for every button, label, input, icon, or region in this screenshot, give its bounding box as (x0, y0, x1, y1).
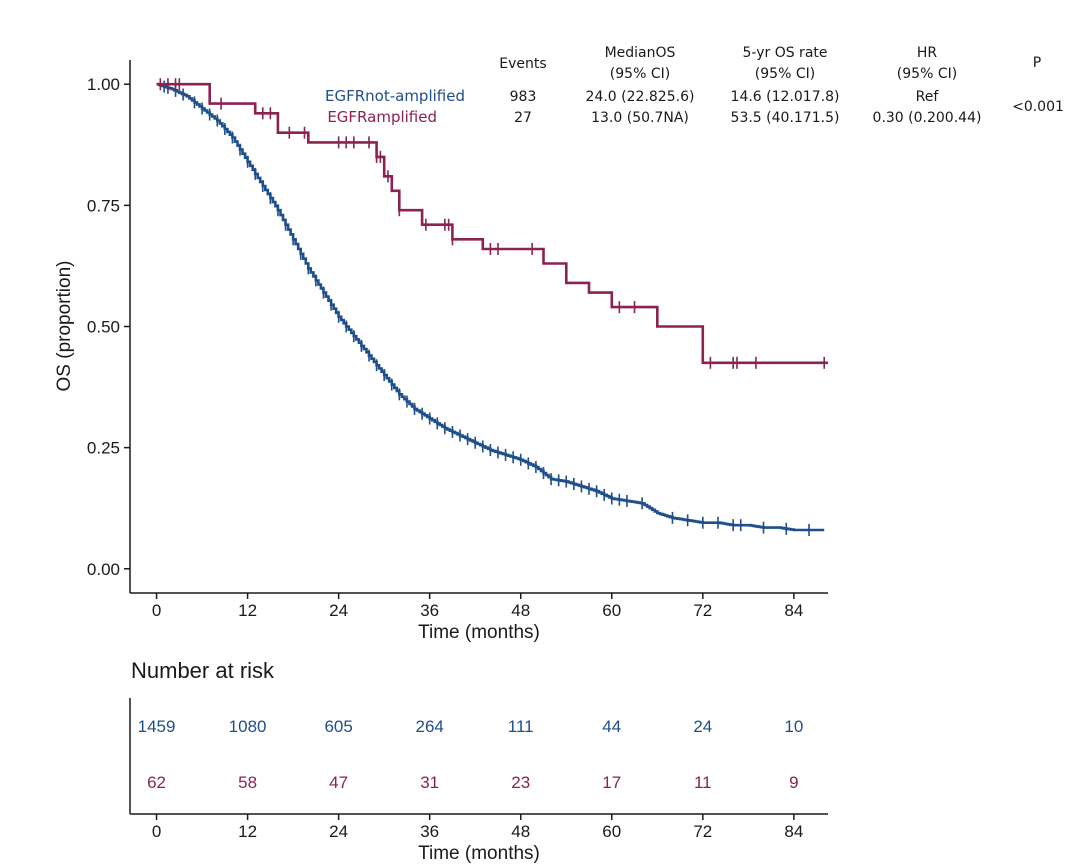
x-axis-title: Time (months) (418, 622, 540, 643)
hdr-median-2: (95% CI) (610, 66, 670, 82)
risk-value: 47 (329, 773, 348, 792)
x-tick-label: 72 (693, 601, 712, 620)
x-tick-label: 24 (329, 822, 348, 841)
risk-value: 31 (420, 773, 439, 792)
x-tick-label: 48 (511, 822, 530, 841)
risk-value: 605 (324, 717, 352, 736)
risk-value: 111 (508, 717, 534, 736)
risk-value: 17 (602, 773, 621, 792)
y-tick-label: 1.00 (87, 75, 120, 94)
risk-value: 9 (789, 773, 798, 792)
risk-value: 1080 (229, 717, 267, 736)
hdr-hr-1: HR (917, 45, 938, 61)
risk-value: 1459 (138, 717, 176, 736)
x-tick-label: 60 (602, 822, 621, 841)
hdr-median-1: MedianOS (605, 45, 676, 61)
y-tick-label: 0.25 (87, 439, 120, 458)
risk-value: 58 (238, 773, 257, 792)
x-tick-label: 60 (602, 601, 621, 620)
hdr-p: P (1033, 55, 1041, 71)
x-tick-label: 12 (238, 822, 257, 841)
y-ticks: 0.00 0.25 0.50 0.75 1.00 (87, 75, 130, 579)
risk-value: 10 (784, 717, 803, 736)
risk-value: 264 (415, 717, 443, 736)
x-tick-label: 0 (152, 822, 161, 841)
y-axis-title: OS (proportion) (54, 261, 75, 392)
survival-curves (156, 78, 828, 537)
x-tick-label: 12 (238, 601, 257, 620)
x-tick-label: 84 (784, 601, 803, 620)
stats-table: Events MedianOS (95% CI) 5-yr OS rate (9… (499, 45, 1064, 126)
row1-hr: Ref (916, 89, 940, 105)
y-tick-label: 0.75 (87, 196, 120, 215)
y-tick-label: 0.00 (87, 560, 120, 579)
risk-values: 1459 1080 605 264 111 44 24 10 62 58 47 31 23 17 11 9 (138, 717, 804, 792)
curve-amplified (156, 82, 828, 365)
row2-events: 27 (514, 110, 532, 126)
risk-value: 11 (694, 773, 712, 792)
x-tick-label: 84 (784, 822, 803, 841)
risk-table: Number at risk 1459 1080 605 264 111 44 24 10 62… (129, 658, 828, 864)
x-tick-label: 48 (511, 601, 530, 620)
legend-not-amplified: EGFRnot-amplified (325, 87, 465, 105)
x-ticks: 0 12 24 36 48 60 72 84 (152, 593, 803, 620)
risk-table-title: Number at risk (131, 658, 275, 683)
x-tick-label: 72 (693, 822, 712, 841)
risk-value: 44 (602, 717, 621, 736)
risk-value: 62 (147, 773, 166, 792)
main-plot: 0.00 0.25 0.50 0.75 1.00 0 12 24 36 48 60 72 84 Tim… (54, 60, 828, 643)
legend-amplified: EGFRamplified (327, 108, 437, 126)
row2-rate: 53.5 (40.171.5) (731, 110, 840, 126)
risk-x-axis-title: Time (months) (418, 843, 540, 864)
x-tick-label: 0 (152, 601, 161, 620)
hdr-rate-1: 5-yr OS rate (743, 45, 828, 61)
risk-value: 23 (511, 773, 530, 792)
row2-hr: 0.30 (0.200.44) (873, 110, 982, 126)
y-tick-label: 0.50 (87, 318, 120, 337)
x-tick-label: 24 (329, 601, 348, 620)
x-tick-label: 36 (420, 601, 439, 620)
x-tick-label: 36 (420, 822, 439, 841)
curve-not-amplified (156, 82, 825, 532)
risk-x-ticks: 0 12 24 36 48 60 72 84 (152, 814, 803, 841)
row1-median: 24.0 (22.825.6) (586, 89, 695, 105)
risk-value: 24 (693, 717, 712, 736)
hdr-events: Events (499, 56, 546, 72)
hdr-rate-2: (95% CI) (755, 66, 815, 82)
legend: EGFRnot-amplified EGFRamplified (325, 87, 465, 126)
hdr-hr-2: (95% CI) (897, 66, 957, 82)
p-value: <0.001 (1012, 99, 1064, 115)
row2-median: 13.0 (50.7NA) (591, 110, 689, 126)
row1-rate: 14.6 (12.017.8) (731, 89, 840, 105)
row1-events: 983 (510, 89, 537, 105)
